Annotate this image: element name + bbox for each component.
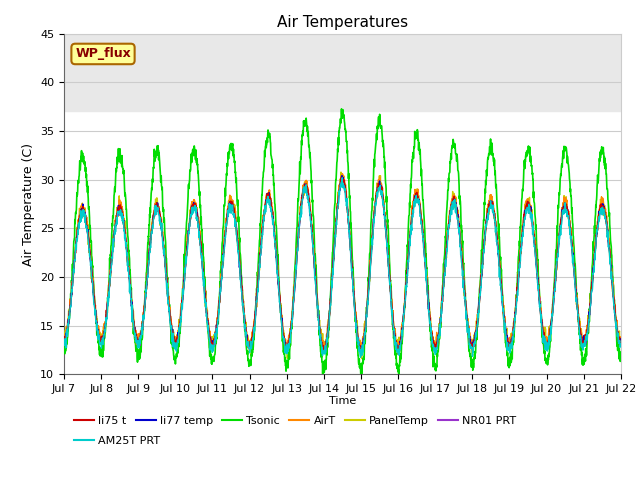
Legend: AM25T PRT: AM25T PRT — [70, 432, 165, 451]
Y-axis label: Air Temperature (C): Air Temperature (C) — [22, 143, 35, 265]
Text: WP_flux: WP_flux — [75, 48, 131, 60]
X-axis label: Time: Time — [329, 396, 356, 406]
Bar — [64, 34, 621, 111]
Title: Air Temperatures: Air Temperatures — [277, 15, 408, 30]
